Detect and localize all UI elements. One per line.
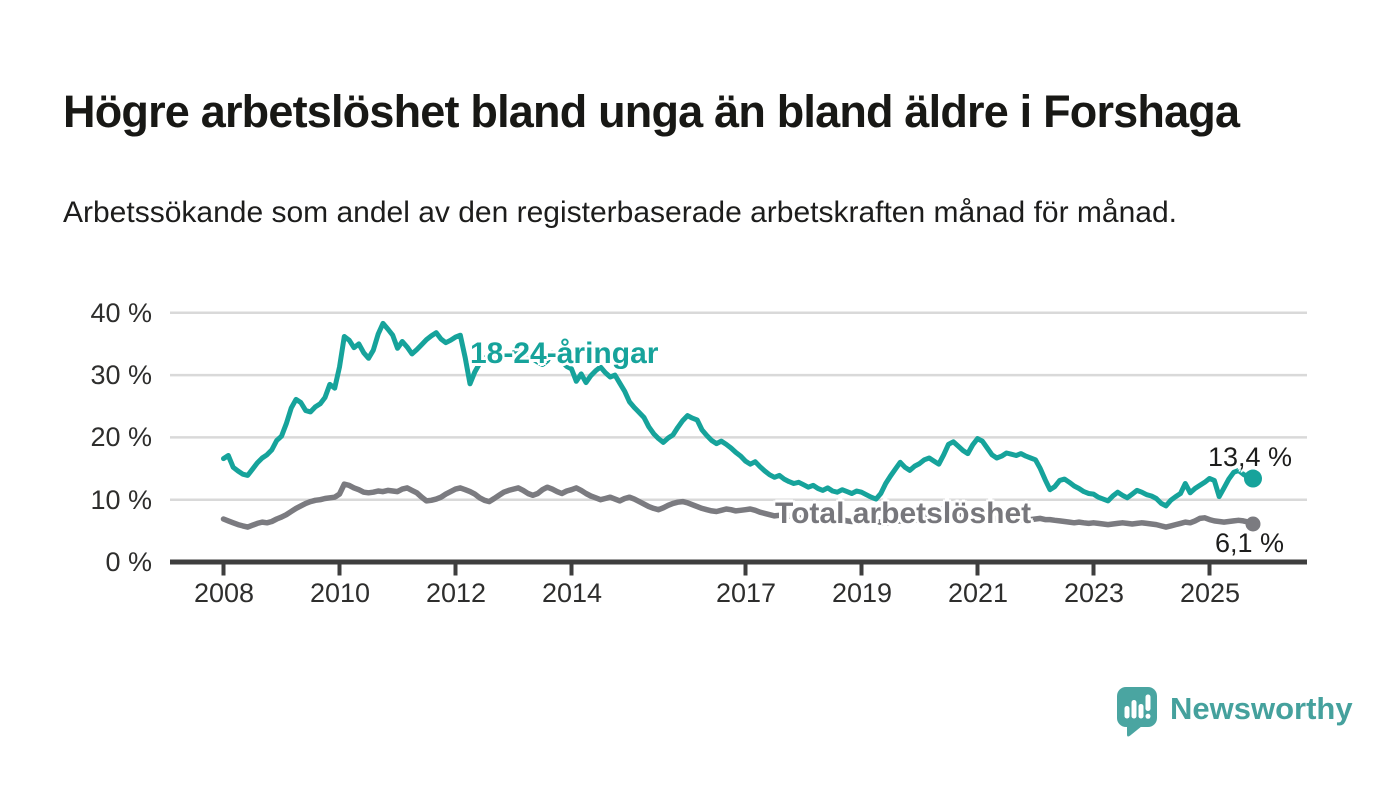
bar-chart-exclamation-glyph [1124,694,1151,719]
speech-bubble-shape [1117,687,1157,737]
x-tick-label-2010: 2010 [309,578,371,608]
brand-name: Newsworthy [1170,691,1353,726]
x-tick-label-2019: 2019 [831,578,893,608]
page-title: Högre arbetslöshet bland unga än bland ä… [63,86,1240,138]
y-tick-label-30: 30 % [90,360,152,390]
x-tick-label-2025: 2025 [1179,578,1241,608]
x-tick-label-2021: 2021 [947,578,1009,608]
end-value-label-total: 6,1 % [1214,528,1284,558]
y-tick-label-10: 10 % [90,485,152,515]
y-tick-label-20: 20 % [90,422,152,452]
y-tick-label-0: 0 % [105,547,152,577]
y-tick-label-40: 40 % [90,298,152,328]
brand-footer: Newsworthy [1117,687,1353,738]
x-tick-label-2023: 2023 [1063,578,1125,608]
x-tick-label-2008: 2008 [193,578,255,608]
series-label-total: Total arbetslöshet [775,497,1032,530]
series-label-young: 18-24-åringar [470,337,659,370]
x-tick-label-2014: 2014 [541,578,603,608]
x-tick-label-2017: 2017 [715,578,777,608]
x-tick-label-2012: 2012 [425,578,487,608]
end-value-label-young: 13,4 % [1207,442,1292,472]
chart-subtitle: Arbetssökande som andel av den registerb… [63,196,1177,229]
newsworthy-logo-icon [1117,687,1157,737]
